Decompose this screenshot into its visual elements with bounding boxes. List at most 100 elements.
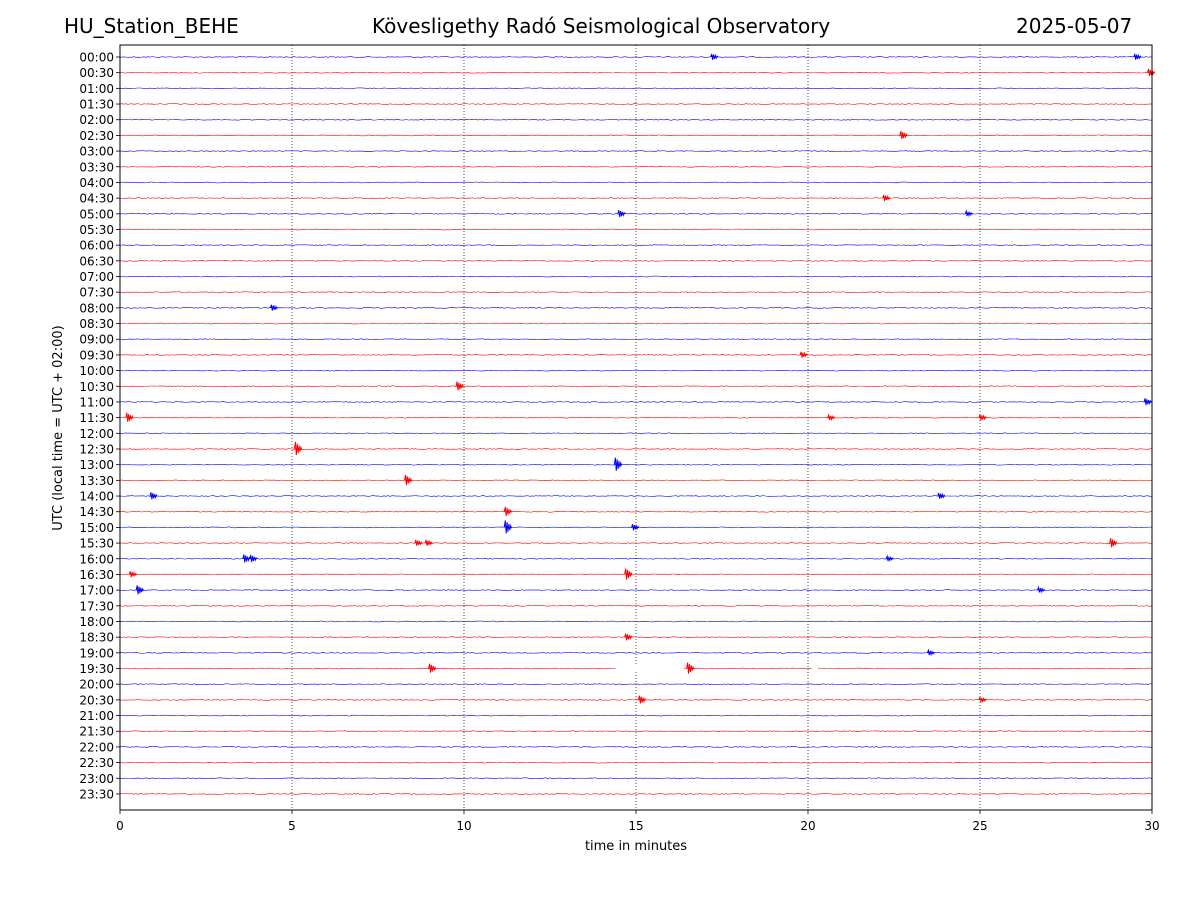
event-1130-12 (827, 413, 836, 422)
y-tick-label-0600: 06:00 (79, 239, 114, 253)
trace-lines (119, 56, 1153, 795)
trace-1830 (119, 636, 1153, 638)
trace-2130 (119, 730, 1153, 733)
y-tick-label-0530: 05:30 (79, 223, 114, 237)
trace-0700 (119, 275, 1153, 278)
x-axis-label: time in minutes (585, 839, 687, 854)
event-0230-3 (899, 131, 908, 140)
event-1900-33 (926, 648, 936, 657)
trace-0030 (119, 71, 1153, 74)
trace-0400 (119, 181, 1153, 184)
trace-0200 (119, 118, 1153, 121)
y-tick-label-0930: 09:30 (79, 348, 114, 362)
event-1930-34 (428, 663, 437, 673)
y-tick-label-2000: 20:00 (79, 678, 114, 692)
trace-0430 (119, 197, 1153, 199)
trace-1800 (119, 620, 1153, 623)
x-tick-labels: 0 5 10 15 20 25 30 (116, 810, 1160, 833)
y-tick-label-1230: 12:30 (79, 443, 114, 457)
event-0500-6 (964, 209, 973, 218)
y-tick-label-1200: 12:00 (79, 427, 114, 441)
trace-1530 (119, 542, 1153, 544)
y-tick-label-1100: 11:00 (79, 395, 114, 409)
event-1400-17 (149, 492, 158, 500)
trace-1300 (119, 463, 1153, 466)
event-1830-32 (624, 633, 633, 641)
trace-0800 (119, 307, 1153, 309)
event-1030-9 (455, 381, 464, 391)
event-0930-8 (799, 351, 808, 358)
trace-0330 (119, 165, 1153, 168)
plot-date: 2025-05-07 (1016, 14, 1133, 38)
trace-0930 (119, 354, 1153, 356)
y-axis-label: UTC (local time = UTC + 02:00) (51, 325, 66, 530)
y-tick-label-0100: 01:00 (79, 82, 114, 96)
y-tick-label-2130: 21:30 (79, 725, 114, 739)
trace-1900 (119, 652, 1153, 654)
data-gaps (615, 665, 819, 672)
trace-2300 (119, 777, 1153, 780)
event-1100-10 (1143, 398, 1152, 406)
event-1430-19 (503, 506, 513, 516)
y-tick-label-0730: 07:30 (79, 286, 114, 300)
trace-2030 (119, 699, 1153, 701)
trace-0000 (119, 56, 1152, 58)
trace-1700 (119, 589, 1153, 591)
y-tick-label-1130: 11:30 (79, 411, 114, 425)
y-tick-label-0630: 06:30 (79, 254, 114, 268)
y-tick-label-0900: 09:00 (79, 333, 114, 347)
trace-1100 (119, 401, 1153, 403)
x-tick-label-10: 10 (456, 819, 471, 833)
event-1530-24 (1109, 538, 1118, 548)
y-tick-label-1700: 17:00 (79, 584, 114, 598)
event-1930-35 (686, 662, 695, 674)
y-tick-label-0830: 08:30 (79, 317, 114, 331)
trace-0630 (119, 260, 1153, 262)
trace-0130 (119, 103, 1153, 105)
y-tick-label-0000: 00:00 (79, 51, 114, 65)
event-1700-30 (135, 585, 144, 595)
event-1600-27 (885, 554, 894, 563)
event-0800-7 (269, 304, 279, 311)
x-tick-label-0: 0 (116, 819, 124, 833)
y-tick-label-1800: 18:00 (79, 615, 114, 629)
y-tick-label-1030: 10:30 (79, 380, 114, 394)
trace-0730 (119, 291, 1153, 293)
gap-1930-0 (615, 665, 685, 672)
event-0030-2 (1147, 68, 1156, 76)
trace-2330 (119, 793, 1153, 795)
event-0000-1 (1133, 53, 1142, 60)
y-tick-label-2030: 20:30 (79, 693, 114, 707)
event-1700-31 (1037, 585, 1046, 594)
gap-1930-1 (811, 665, 819, 672)
y-tick-label-0500: 05:00 (79, 207, 114, 221)
event-2030-37 (978, 695, 987, 704)
event-1500-21 (631, 524, 640, 531)
trace-0300 (119, 150, 1153, 152)
x-tick-label-25: 25 (972, 819, 987, 833)
trace-1400 (119, 495, 1153, 497)
trace-0600 (119, 244, 1153, 246)
event-1330-16 (404, 474, 413, 486)
grid-lines (291, 45, 981, 810)
event-1530-23 (424, 539, 433, 546)
y-tick-label-1600: 16:00 (79, 552, 114, 566)
y-tick-label-0130: 01:30 (79, 98, 114, 112)
trace-1600 (119, 557, 1153, 560)
station-name: HU_Station_BEHE (64, 14, 239, 38)
event-1630-28 (128, 571, 138, 578)
event-1600-25 (242, 554, 251, 563)
y-tick-label-0700: 07:00 (79, 270, 114, 284)
y-tick-label-1530: 15:30 (79, 537, 114, 551)
y-tick-label-0330: 03:30 (79, 160, 114, 174)
event-0430-4 (882, 194, 891, 201)
observatory-title: Kövesligethy Radó Seismological Observat… (372, 14, 831, 38)
y-tick-label-0230: 02:30 (79, 129, 114, 143)
x-tick-label-30: 30 (1144, 819, 1159, 833)
y-tick-label-1930: 19:30 (79, 662, 114, 676)
trace-0500 (119, 213, 1153, 215)
y-tick-label-1900: 19:00 (79, 646, 114, 660)
trace-1030 (119, 385, 1153, 388)
trace-1000 (119, 369, 1153, 372)
